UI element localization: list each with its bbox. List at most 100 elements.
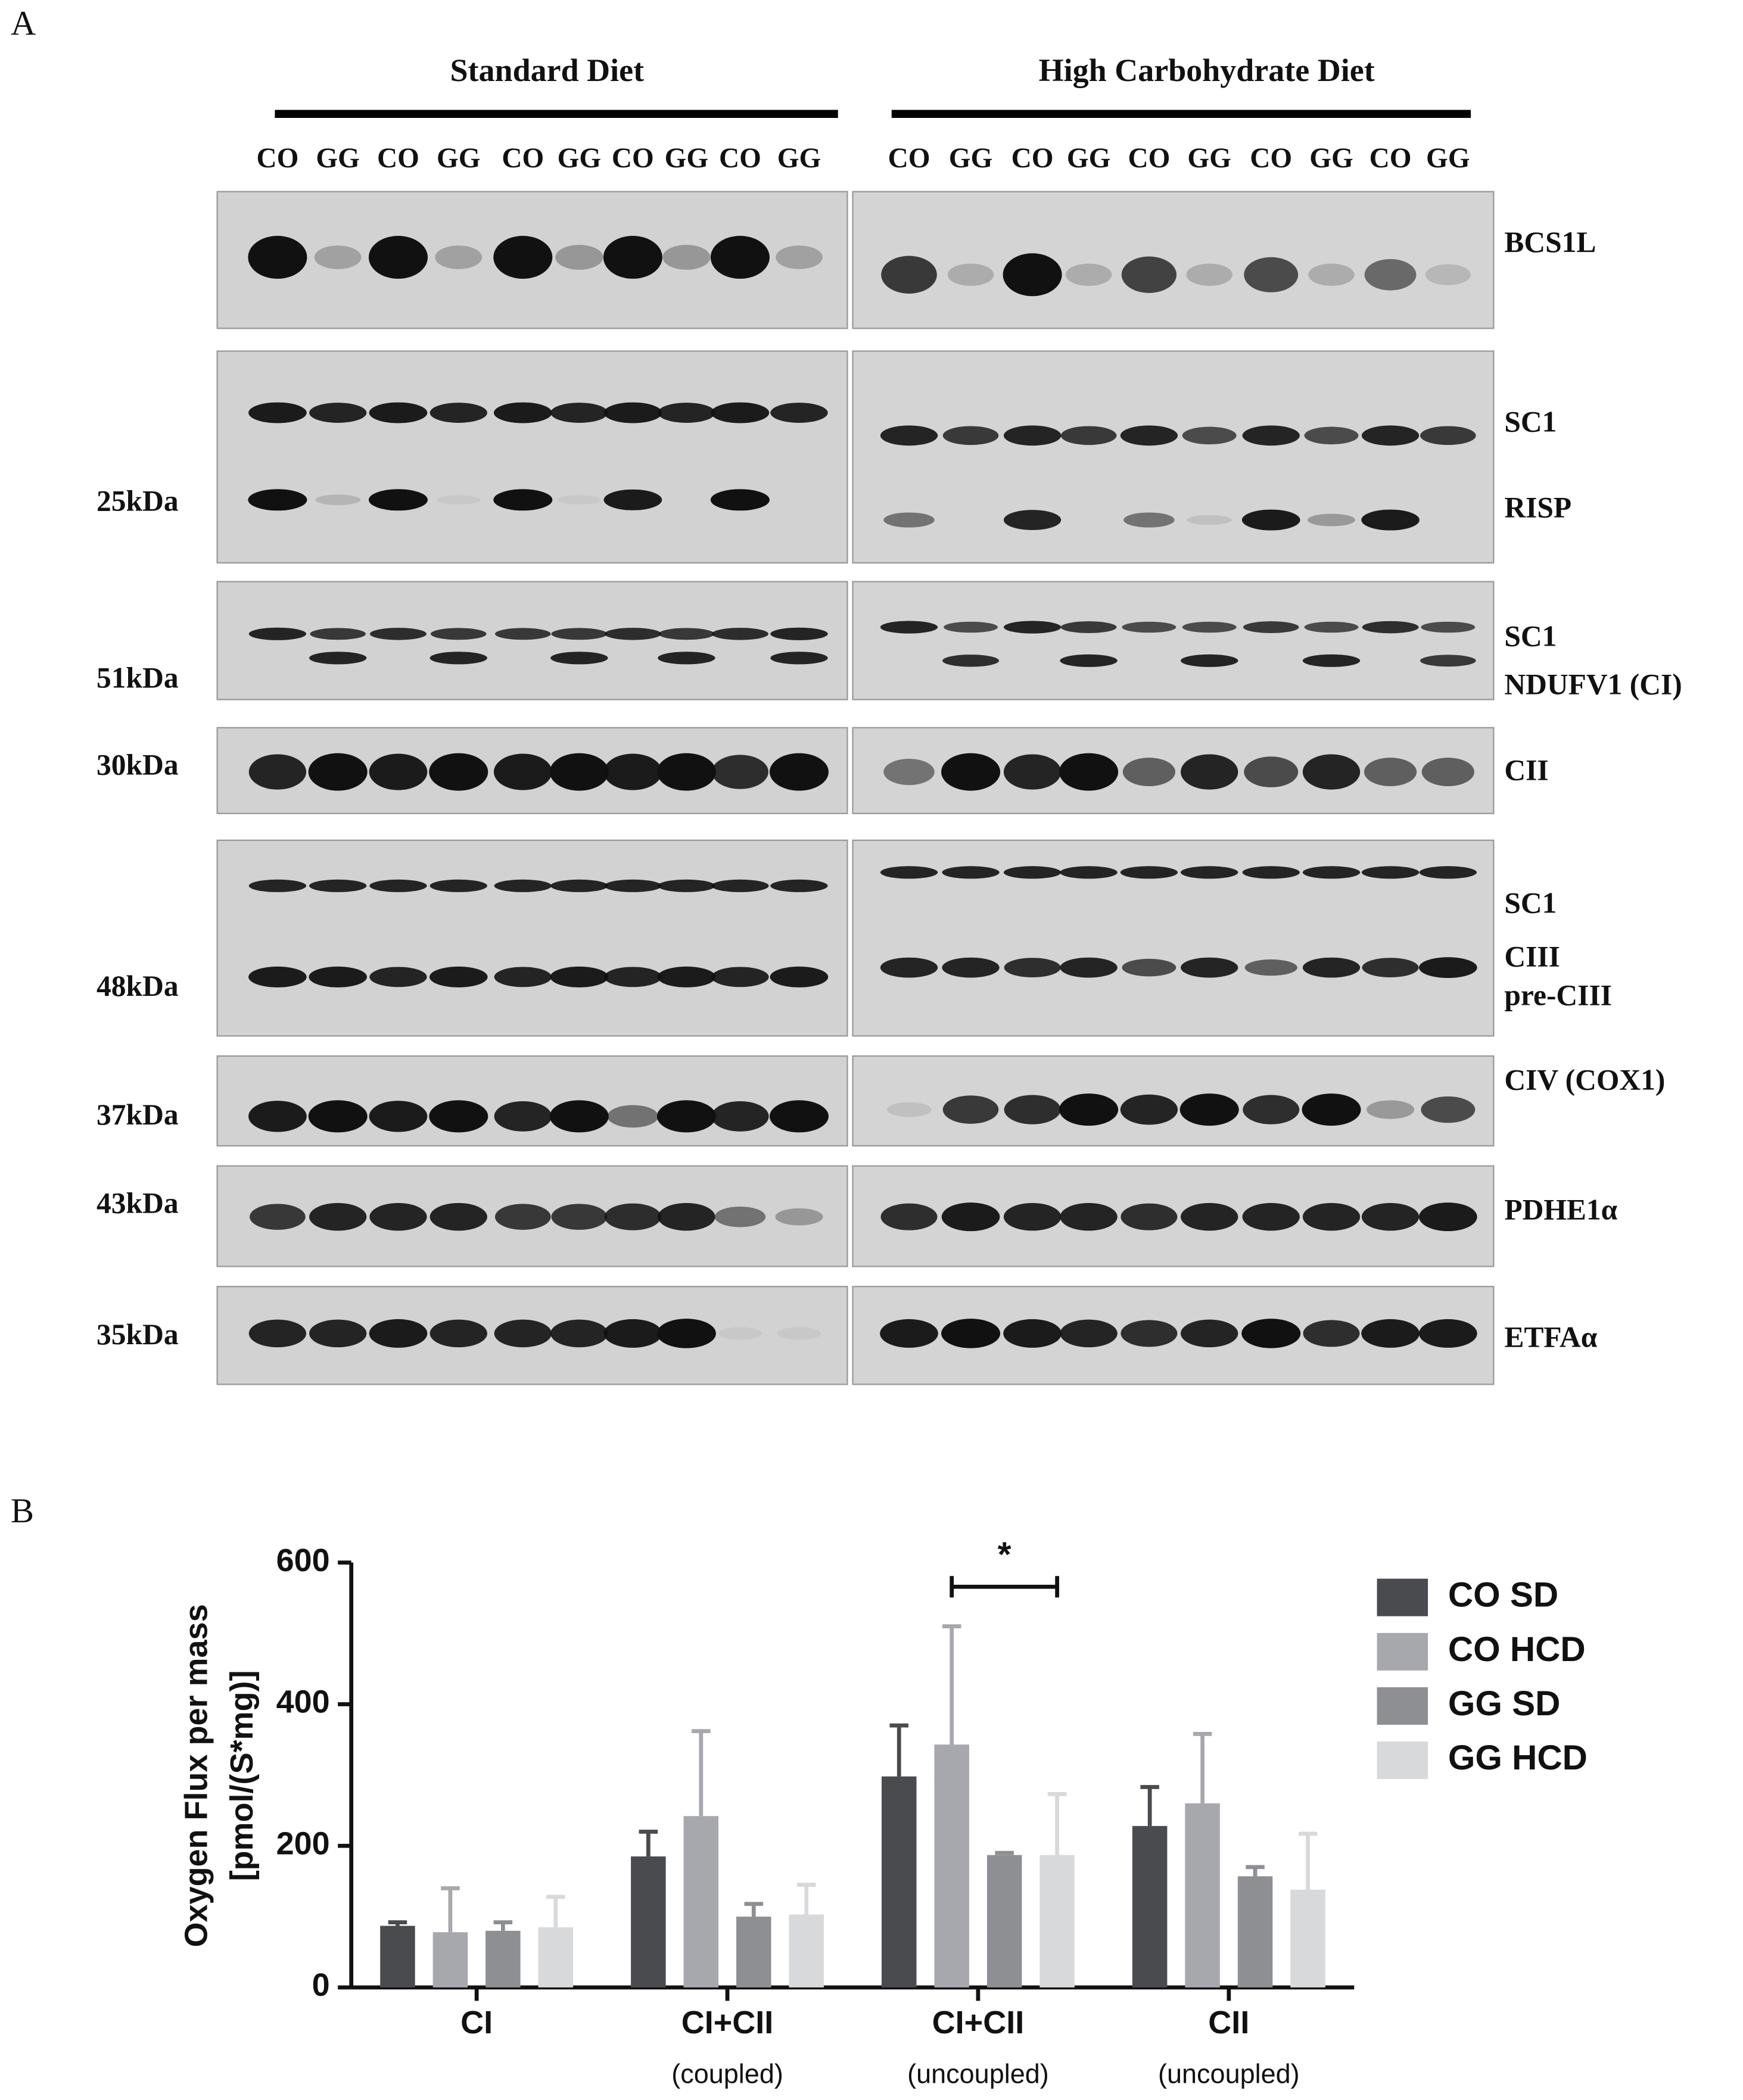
band [1361, 1202, 1420, 1231]
band [493, 753, 552, 790]
band [604, 967, 662, 987]
bar [1039, 1855, 1075, 1987]
band [1182, 621, 1237, 633]
lane-label: CO [1011, 143, 1054, 174]
blot [216, 1055, 848, 1147]
lane-label: CO [888, 143, 930, 174]
band [309, 879, 367, 892]
band [1302, 654, 1361, 667]
band [1242, 425, 1300, 446]
band [942, 1095, 999, 1124]
band [310, 628, 366, 640]
band [248, 236, 307, 279]
band [711, 967, 769, 987]
protein-label: SC1 [1504, 886, 1557, 919]
band [551, 628, 608, 640]
blot [216, 350, 848, 564]
band [308, 753, 368, 791]
band [1120, 1320, 1178, 1347]
band [429, 1202, 487, 1231]
error-bar [546, 1895, 565, 1927]
band [1060, 866, 1118, 879]
band [1122, 958, 1176, 977]
protein-label: CIV (COX1) [1504, 1063, 1665, 1096]
band [493, 236, 553, 279]
band [248, 966, 307, 987]
bar [986, 1855, 1022, 1987]
band [1302, 866, 1361, 879]
y-tick-label: 0 [312, 1967, 330, 2003]
band [551, 1204, 608, 1230]
band [1302, 754, 1361, 790]
band [1060, 426, 1117, 445]
bar [736, 1917, 771, 1987]
legend-swatch [1377, 1578, 1428, 1616]
band [1181, 754, 1238, 790]
band [1181, 957, 1238, 978]
protein-label: pre-CIII [1504, 979, 1612, 1012]
band [1243, 1095, 1300, 1124]
bar [1185, 1803, 1220, 1987]
band [429, 966, 488, 987]
marker-label: 43kDa [97, 1187, 179, 1220]
group-title: High Carbohydrate Diet [1039, 52, 1375, 88]
band [494, 1101, 552, 1132]
band [1308, 263, 1355, 286]
band [1003, 510, 1062, 530]
band [770, 966, 829, 987]
band [1065, 263, 1112, 286]
band [1421, 621, 1476, 633]
band [1004, 958, 1061, 977]
marker-label: 30kDa [97, 749, 179, 781]
band [549, 753, 609, 791]
band [770, 403, 828, 423]
band [1003, 754, 1062, 790]
bar [1132, 1825, 1168, 1987]
error-bar [1047, 1792, 1067, 1855]
band [493, 402, 552, 423]
error-bar [995, 1850, 1014, 1855]
band [656, 1100, 716, 1133]
lane-label: GG [437, 143, 481, 174]
band [603, 236, 662, 279]
band [711, 1101, 769, 1132]
band [1425, 264, 1471, 285]
x-tick-note: (coupled) [671, 2058, 783, 2089]
band [550, 966, 609, 987]
band [1120, 1094, 1178, 1125]
band [369, 967, 427, 987]
band [1181, 866, 1238, 879]
x-tick-label: CI+CII [932, 2005, 1025, 2040]
band [1059, 1093, 1119, 1126]
lane-label: CO [1128, 143, 1170, 174]
band [369, 628, 427, 640]
band [1003, 1319, 1062, 1348]
band [1003, 621, 1062, 634]
x-tick-label: CI+CII [681, 2005, 774, 2040]
band [603, 489, 662, 510]
bar [538, 1927, 574, 1987]
band [1302, 957, 1361, 978]
band [776, 245, 823, 269]
band [1122, 758, 1176, 787]
error-bar [1298, 1831, 1318, 1890]
lane-label: CO [377, 143, 419, 174]
x-tick-note: (uncoupled) [907, 2058, 1049, 2089]
legend-swatch [1377, 1687, 1428, 1725]
marker-label: 25kDa [97, 484, 179, 517]
band [942, 655, 1000, 667]
band [1120, 1203, 1178, 1230]
band [549, 1100, 609, 1133]
band [494, 628, 551, 640]
protein-label: SC1 [1504, 620, 1557, 653]
marker-label: 35kDa [97, 1318, 179, 1351]
bar [432, 1932, 468, 1987]
band [1361, 866, 1420, 879]
band [1181, 654, 1238, 667]
band [369, 753, 428, 790]
band [369, 1101, 428, 1132]
band [656, 1319, 716, 1348]
band [309, 966, 368, 987]
band [656, 753, 716, 791]
